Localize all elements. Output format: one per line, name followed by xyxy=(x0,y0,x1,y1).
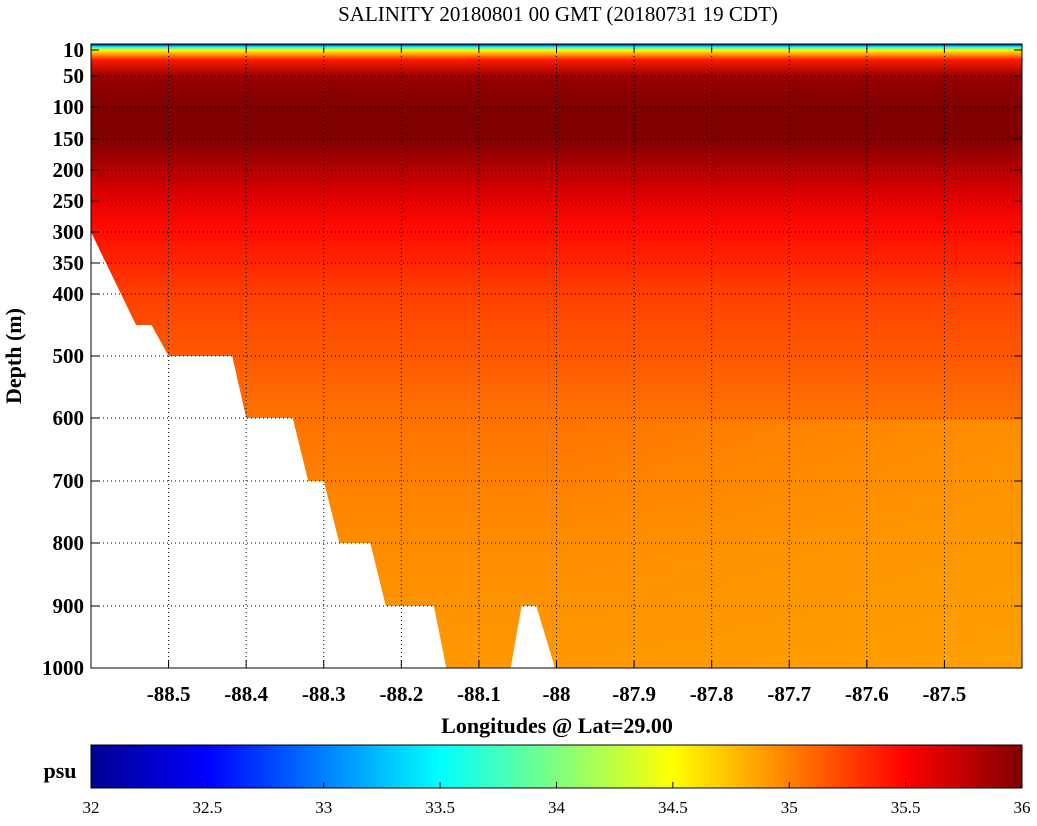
y-tick-label: 10 xyxy=(63,38,84,62)
x-tick-label: -88 xyxy=(543,682,571,706)
colorbar xyxy=(90,744,1023,789)
x-tick-label: -88.1 xyxy=(457,682,501,706)
y-tick-label: 600 xyxy=(53,406,85,430)
x-tick-label: -88.4 xyxy=(224,682,268,706)
x-tick-label: -87.8 xyxy=(690,682,734,706)
x-tick-label: -87.9 xyxy=(612,682,656,706)
y-tick-label: 1000 xyxy=(42,656,84,680)
colorbar-tick-label: 35.5 xyxy=(891,798,921,817)
y-tick-label: 500 xyxy=(53,344,85,368)
grid-lines xyxy=(91,44,1022,668)
y-tick-label: 700 xyxy=(53,469,85,493)
colorbar-tick-label: 33 xyxy=(315,798,332,817)
y-tick-label: 900 xyxy=(53,594,85,618)
y-axis-label: Depth (m) xyxy=(1,308,26,404)
seafloor-shape xyxy=(91,232,555,668)
y-tick-label: 100 xyxy=(53,95,85,119)
y-tick-label: 150 xyxy=(53,127,85,151)
y-tick-label: 400 xyxy=(53,282,85,306)
plot-area xyxy=(91,44,1022,668)
y-tick-label: 50 xyxy=(63,64,84,88)
colorbar-tick-label: 34.5 xyxy=(658,798,688,817)
x-tick-label: -88.2 xyxy=(379,682,423,706)
colorbar-tick-label: 32 xyxy=(83,798,100,817)
x-axis-label: Longitudes @ Lat=29.00 xyxy=(441,713,673,738)
y-tick-label: 250 xyxy=(53,189,85,213)
y-tick-label: 800 xyxy=(53,531,85,555)
colorbar-label: psu xyxy=(43,758,76,783)
colorbar-tick-label: 35 xyxy=(781,798,798,817)
y-tick-label: 200 xyxy=(53,158,85,182)
x-tick-label: -87.5 xyxy=(923,682,967,706)
x-axis: -88.5 -88.4 -88.3 -88.2 -88.1 -88 -87.9 -87.8 -8… xyxy=(147,44,967,706)
chart-title: SALINITY 20180801 00 GMT (20180731 19 CD… xyxy=(338,2,778,26)
colorbar-tick-label: 33.5 xyxy=(425,798,455,817)
x-tick-label: -88.5 xyxy=(147,682,191,706)
y-tick-label: 300 xyxy=(53,220,85,244)
colorbar-tick-label: 32.5 xyxy=(193,798,223,817)
colorbar-ticks: 32 32.5 33 33.5 34 34.5 35 35.5 36 xyxy=(83,782,1031,817)
colorbar-tick-label: 34 xyxy=(548,798,566,817)
x-tick-label: -87.6 xyxy=(845,682,889,706)
x-tick-label: -88.3 xyxy=(302,682,346,706)
x-tick-label: -87.7 xyxy=(767,682,811,706)
y-tick-label: 350 xyxy=(53,251,85,275)
seafloor-mask xyxy=(91,232,555,668)
colorbar-tick-label: 36 xyxy=(1014,798,1031,817)
